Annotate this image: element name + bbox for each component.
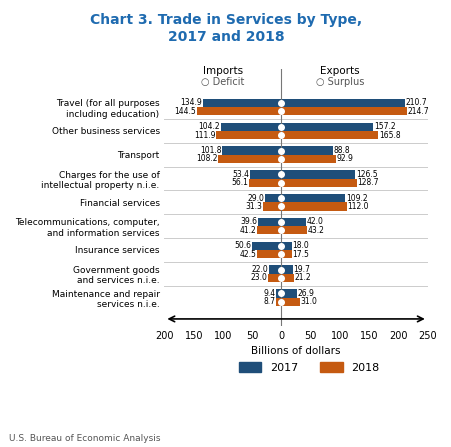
Text: 8.7: 8.7 — [263, 297, 275, 306]
Text: 53.4: 53.4 — [232, 170, 249, 179]
Bar — [281, 99, 404, 107]
Legend: 2017, 2018: 2017, 2018 — [234, 358, 383, 377]
Text: 31.3: 31.3 — [245, 202, 262, 211]
Text: 21.2: 21.2 — [294, 274, 310, 283]
Text: 165.8: 165.8 — [378, 131, 400, 139]
Text: U.S. Bureau of Economic Analysis: U.S. Bureau of Economic Analysis — [9, 434, 160, 443]
Bar — [281, 147, 333, 155]
Text: 42.0: 42.0 — [306, 218, 323, 227]
Bar — [264, 194, 281, 202]
Bar — [220, 122, 281, 131]
Text: 56.1: 56.1 — [230, 178, 248, 187]
Bar — [257, 226, 281, 235]
Text: 104.2: 104.2 — [198, 122, 220, 131]
Bar — [248, 178, 281, 187]
Text: 39.6: 39.6 — [240, 218, 257, 227]
Bar — [218, 155, 281, 163]
Bar — [281, 250, 291, 258]
Text: Exports: Exports — [319, 66, 359, 76]
Bar — [258, 218, 281, 226]
Bar — [256, 250, 281, 258]
Bar — [276, 289, 281, 298]
Bar — [262, 202, 281, 211]
Bar — [281, 178, 356, 187]
Text: 29.0: 29.0 — [247, 194, 263, 202]
Bar — [216, 131, 281, 139]
Text: 214.7: 214.7 — [407, 107, 428, 116]
Text: 126.5: 126.5 — [355, 170, 377, 179]
Text: 210.7: 210.7 — [405, 98, 426, 107]
Bar — [221, 147, 281, 155]
Bar — [281, 194, 345, 202]
X-axis label: Billions of dollars: Billions of dollars — [251, 346, 340, 357]
Bar — [281, 266, 292, 274]
Bar — [281, 241, 291, 250]
Text: 41.2: 41.2 — [239, 226, 256, 235]
Text: 23.0: 23.0 — [250, 274, 267, 283]
Text: ○ Deficit: ○ Deficit — [201, 77, 244, 87]
Text: 19.7: 19.7 — [293, 265, 310, 274]
Bar — [250, 170, 281, 178]
Bar — [281, 131, 377, 139]
Bar — [281, 155, 335, 163]
Text: 92.9: 92.9 — [336, 154, 353, 164]
Text: 42.5: 42.5 — [239, 249, 255, 259]
Text: 18.0: 18.0 — [292, 241, 308, 250]
Text: 111.9: 111.9 — [193, 131, 215, 139]
Text: Chart 3. Trade in Services by Type,
2017 and 2018: Chart 3. Trade in Services by Type, 2017… — [90, 13, 361, 44]
Bar — [281, 122, 373, 131]
Text: 31.0: 31.0 — [299, 297, 316, 306]
Bar — [281, 289, 297, 298]
Text: 17.5: 17.5 — [292, 249, 308, 259]
Bar — [281, 107, 406, 115]
Text: 134.9: 134.9 — [180, 98, 202, 107]
Text: 128.7: 128.7 — [357, 178, 378, 187]
Text: 157.2: 157.2 — [373, 122, 395, 131]
Text: 108.2: 108.2 — [196, 154, 217, 164]
Bar — [251, 241, 281, 250]
Bar — [281, 274, 293, 282]
Text: 22.0: 22.0 — [251, 265, 267, 274]
Text: 26.9: 26.9 — [297, 289, 314, 298]
Text: 101.8: 101.8 — [199, 146, 221, 155]
Bar — [281, 298, 299, 306]
Text: 144.5: 144.5 — [174, 107, 196, 116]
Bar — [202, 99, 281, 107]
Text: 9.4: 9.4 — [262, 289, 275, 298]
Bar — [197, 107, 281, 115]
Text: 88.8: 88.8 — [333, 146, 350, 155]
Bar — [267, 274, 281, 282]
Bar — [281, 218, 305, 226]
Bar — [281, 202, 346, 211]
Text: 43.2: 43.2 — [307, 226, 323, 235]
Text: ○ Surplus: ○ Surplus — [315, 77, 364, 87]
Text: Imports: Imports — [202, 66, 243, 76]
Text: 109.2: 109.2 — [345, 194, 367, 202]
Text: 112.0: 112.0 — [347, 202, 368, 211]
Bar — [281, 226, 306, 235]
Text: 50.6: 50.6 — [234, 241, 251, 250]
Bar — [276, 298, 281, 306]
Bar — [268, 266, 281, 274]
Bar — [281, 170, 354, 178]
